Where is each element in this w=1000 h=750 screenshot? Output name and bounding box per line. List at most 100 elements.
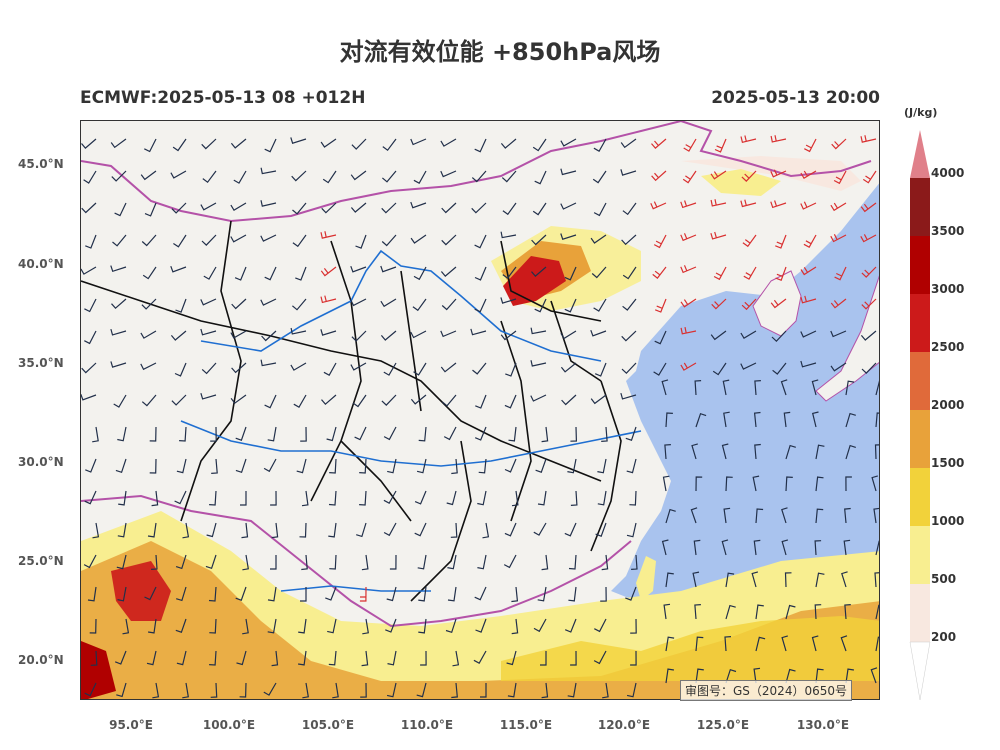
- wind-barb: [140, 170, 157, 181]
- wind-barb: [440, 362, 457, 373]
- wind-barb: [174, 490, 187, 505]
- colorbar-label-2000: 2000: [931, 398, 965, 412]
- wind-barb: [270, 490, 277, 506]
- wind-barb: [170, 330, 187, 341]
- wind-barb: [508, 426, 517, 442]
- wind-barb: [151, 554, 158, 570]
- sea-area: [611, 183, 879, 631]
- wind-barb: [530, 394, 547, 402]
- wind-barb: [111, 170, 127, 182]
- colorbar-segment-500-1000: [910, 526, 930, 584]
- wind-barb: [683, 138, 697, 152]
- wind-barb: [477, 554, 487, 570]
- wind-barb: [560, 330, 577, 340]
- lon-label-110: 110.0°E: [400, 718, 454, 732]
- wind-barb: [741, 170, 757, 182]
- wind-barb: [570, 650, 577, 666]
- wind-barb: [833, 170, 847, 185]
- wind-barb: [202, 170, 217, 184]
- wind-barb: [651, 138, 667, 149]
- wind-barb: [811, 379, 819, 396]
- wind-barb: [504, 458, 517, 473]
- wind-barb: [474, 586, 487, 601]
- wind-barb: [535, 458, 547, 473]
- wind-barb: [531, 266, 547, 277]
- wind-barb: [295, 266, 307, 281]
- wind-barb: [173, 234, 187, 248]
- wind-barb: [447, 554, 457, 570]
- wind-barb: [320, 138, 337, 148]
- wind-barb: [800, 360, 817, 368]
- wind-barb: [117, 426, 127, 442]
- wind-barb: [116, 554, 127, 570]
- wind-barb: [712, 362, 727, 376]
- wind-barb: [743, 266, 757, 280]
- wind-barb: [209, 650, 217, 666]
- wind-barb: [171, 394, 187, 406]
- wind-barb: [511, 618, 519, 635]
- wind-barb: [594, 362, 607, 377]
- wind-barb: [290, 137, 307, 144]
- wind-barb: [140, 362, 157, 371]
- wind-barb: [84, 298, 97, 313]
- wind-barb: [621, 362, 637, 375]
- wind-barb: [830, 202, 847, 212]
- wind-barb: [182, 682, 189, 699]
- wind-barb: [692, 571, 700, 588]
- wind-barb: [321, 394, 337, 406]
- wind-barb: [263, 682, 277, 696]
- wind-barb: [175, 618, 187, 633]
- wind-barb: [541, 682, 549, 699]
- wind-barb: [474, 298, 487, 313]
- wind-barb: [625, 586, 637, 601]
- wind-barb: [845, 412, 856, 428]
- wind-barb: [354, 426, 367, 441]
- wind-barb: [234, 266, 247, 281]
- wind-barb: [620, 169, 637, 176]
- wind-barb: [502, 266, 517, 280]
- wind-barb: [626, 522, 637, 538]
- wind-barb: [110, 328, 127, 336]
- wind-barb: [147, 522, 157, 538]
- wind-barb: [176, 650, 187, 666]
- wind-barb: [695, 636, 704, 652]
- wind-barb: [350, 265, 367, 273]
- wind-barb: [564, 522, 577, 537]
- wind-barb: [593, 202, 607, 217]
- wind-barb: [113, 394, 127, 408]
- cape-northeast-yellow: [701, 169, 781, 196]
- wind-barb: [302, 682, 309, 699]
- wind-barb: [873, 507, 879, 524]
- wind-barb: [804, 138, 817, 153]
- wind-barb: [815, 444, 825, 460]
- colorbar-segment-3000-3500: [910, 236, 930, 294]
- colorbar-segment-1500-2000: [910, 410, 930, 468]
- wind-barb: [740, 199, 757, 208]
- wind-barb: [831, 138, 847, 150]
- wind-barb: [416, 682, 427, 698]
- yellow-river: [200, 249, 602, 362]
- wind-barb: [814, 540, 822, 556]
- wind-barb: [235, 586, 247, 601]
- wind-barb: [176, 586, 187, 602]
- wind-barb: [533, 618, 547, 633]
- wind-barb: [446, 490, 457, 506]
- map-panel[interactable]: [80, 120, 880, 700]
- wind-barb: [755, 636, 766, 652]
- wind-barb: [472, 362, 487, 375]
- wind-barb: [328, 490, 337, 506]
- wind-barb: [350, 298, 367, 307]
- colorbar-top-triangle: [910, 130, 930, 178]
- wind-barb: [500, 330, 517, 341]
- wind-barb: [780, 379, 788, 396]
- wind-barb: [117, 586, 127, 602]
- wind-barb: [381, 394, 397, 406]
- wind-barb: [501, 170, 517, 183]
- wind-barb: [500, 297, 517, 304]
- wind-barb: [170, 170, 187, 179]
- wind-barb: [81, 138, 97, 149]
- colorbar-label-3500: 3500: [931, 224, 965, 238]
- wind-barb: [532, 202, 547, 216]
- wind-barb: [860, 202, 877, 213]
- wind-barb: [622, 266, 637, 280]
